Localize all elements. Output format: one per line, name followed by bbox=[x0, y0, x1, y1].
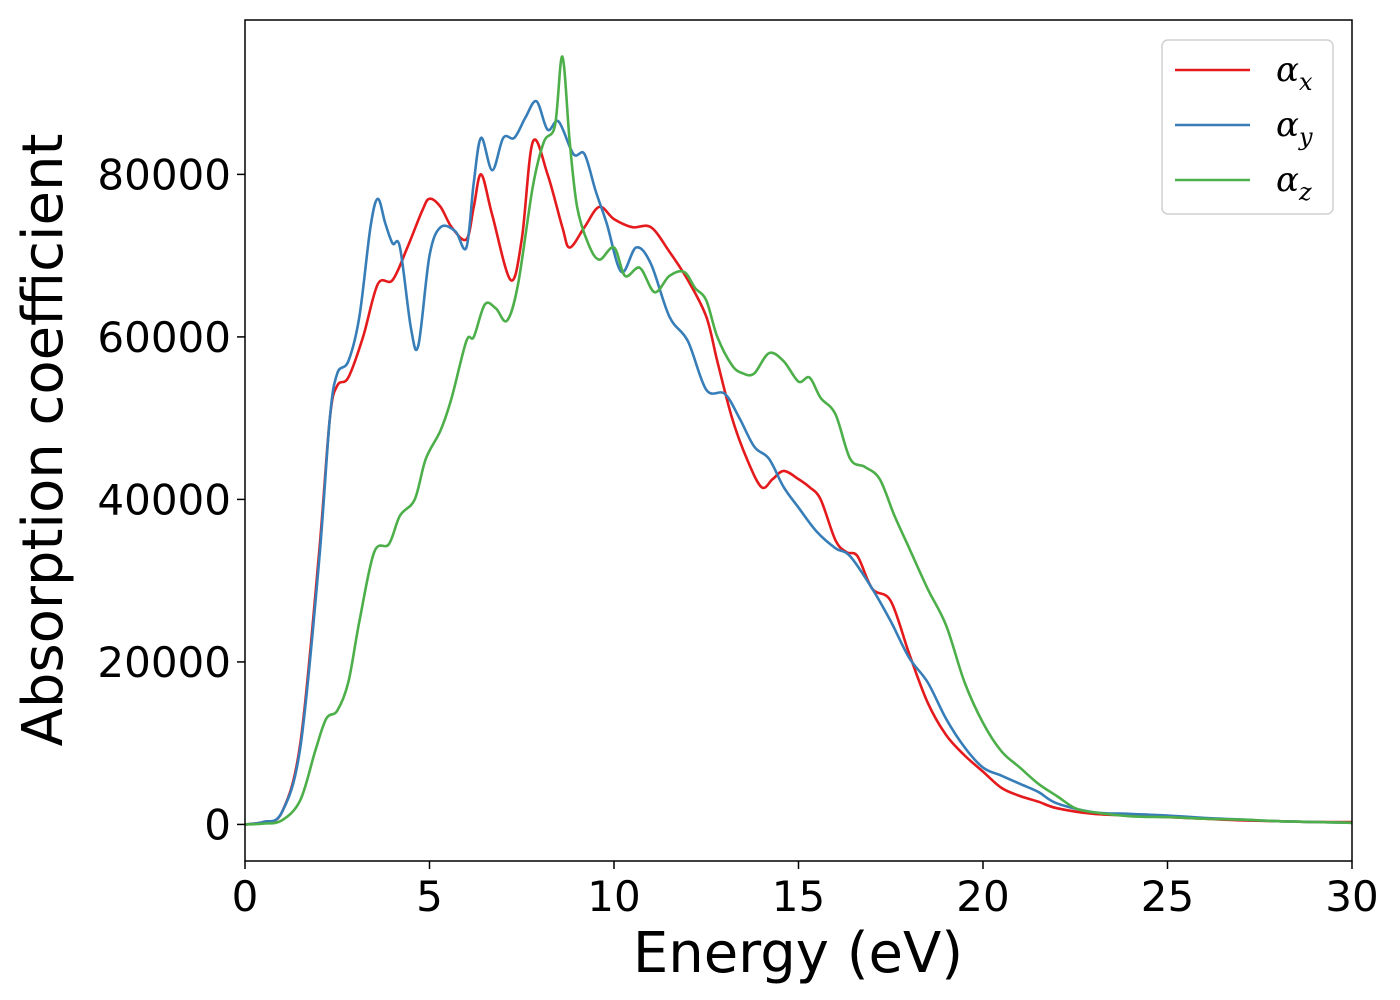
x-tick-label: 30 bbox=[1325, 872, 1378, 921]
y-tick-label: 40000 bbox=[97, 475, 231, 524]
y-axis: 0 20000 40000 60000 80000 bbox=[97, 150, 245, 849]
y-tick-label: 80000 bbox=[97, 150, 231, 199]
series-layer bbox=[244, 55, 1353, 826]
x-tick-label: 25 bbox=[1141, 872, 1194, 921]
x-axis-label: Energy (eV) bbox=[633, 921, 963, 986]
x-axis: 0 5 10 15 20 25 30 bbox=[232, 861, 1379, 921]
y-axis-label: Absorption coefficient bbox=[11, 134, 76, 747]
series-line-y bbox=[244, 99, 1353, 826]
y-tick-label: 60000 bbox=[97, 313, 231, 362]
series-line-z bbox=[244, 55, 1353, 826]
x-tick-label: 15 bbox=[772, 872, 825, 921]
series-line-x bbox=[244, 138, 1353, 826]
x-tick-label: 5 bbox=[416, 872, 443, 921]
legend-label-x: αx bbox=[1276, 50, 1313, 96]
legend-frame bbox=[1161, 39, 1334, 215]
x-tick-label: 20 bbox=[956, 872, 1009, 921]
y-tick-label: 0 bbox=[204, 800, 231, 849]
x-tick-label: 10 bbox=[587, 872, 640, 921]
x-tick-label: 0 bbox=[232, 872, 259, 921]
y-tick-label: 20000 bbox=[97, 638, 231, 687]
